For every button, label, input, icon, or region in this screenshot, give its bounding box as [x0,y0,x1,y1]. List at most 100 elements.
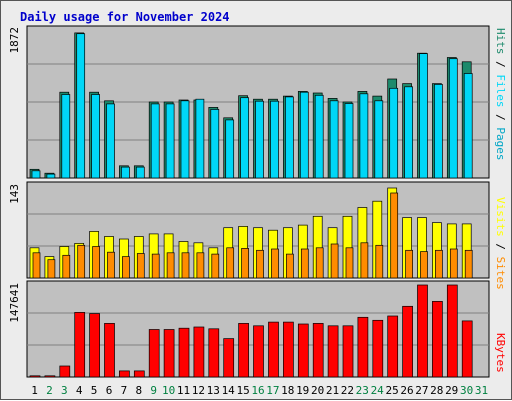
sites-bar [315,247,324,279]
kbytes-bar [133,370,145,378]
files-bar [91,94,100,179]
kbytes-bar [89,313,100,378]
files-bar [195,98,205,179]
day-label: 27 [415,384,428,397]
day-label: 3 [61,384,68,397]
files-bar [314,94,324,179]
legend-files: Files [494,74,507,107]
sites-bar [122,256,130,279]
legend-separator: / [494,237,507,257]
day-label: 13 [207,384,220,397]
kbytes-bar [119,370,130,378]
kbytes-panel [26,280,490,378]
files-bar [135,166,145,179]
kbytes-bar [372,319,384,378]
day-label: 4 [76,384,83,397]
files-bar [434,84,443,179]
bottom-series-legend: KBytes [494,333,507,373]
sites-bar [241,248,249,279]
legend-separator: / [494,55,507,75]
kbytes-bar [357,316,369,378]
kbytes-bar [74,312,86,378]
sites-bar [360,242,369,279]
day-label: 20 [311,384,324,397]
day-label: 11 [177,384,190,397]
sites-bar [181,252,190,279]
files-bar [46,173,56,179]
sites-visits-panel [26,181,490,279]
kbytes-bar [283,321,294,378]
legend-separator: / [494,108,507,128]
kbytes-bar [297,323,309,378]
files-bar [463,73,473,179]
sites-bar [62,254,71,279]
sites-bar [211,253,220,279]
sites-bar [47,259,56,279]
files-bar [31,170,41,179]
kbytes-bar [193,326,205,378]
sites-bar [166,252,175,279]
day-label: 9 [150,384,157,397]
day-label: 14 [222,384,236,397]
day-label: 22 [341,384,354,397]
sites-bar [330,243,339,279]
files-bar [150,103,160,179]
kbytes-bar [148,329,160,378]
sites-bar [256,249,264,279]
files-bar [404,86,413,179]
files-bar [374,100,384,179]
day-label: 18 [281,384,294,397]
kbytes-bar [163,329,175,378]
day-label: 16 [251,384,264,397]
kbytes-bar [387,315,399,378]
sites-bar [390,192,399,279]
sites-bar [435,249,443,279]
files-bar [419,53,428,179]
kbytes-bar [59,365,71,378]
sites-bar [464,249,473,279]
day-label: 1 [31,384,38,397]
day-label: 8 [135,384,142,397]
day-label: 15 [236,384,249,397]
kbytes-bar [208,328,220,378]
sites-bar [405,249,413,279]
kbytes-bar [178,327,190,378]
sites-bar [286,253,294,279]
sites-bar [300,248,309,279]
legend-hits: Hits [494,28,507,55]
sites-bar [345,247,354,279]
files-bar [165,103,175,179]
sites-bar [107,251,115,279]
hits-files-pages-panel [26,25,490,179]
series-legend-text: Hits / Files / Pages [494,28,507,161]
sites-bar [226,247,235,279]
files-bar [270,100,279,179]
day-label: 7 [121,384,128,397]
files-bar [448,58,458,179]
kbytes-bar [268,321,279,378]
files-bar [106,103,115,179]
kbytes-bar [253,325,264,378]
kbytes-bar [417,284,428,378]
sites-bar [449,248,458,279]
files-bar [255,100,264,179]
files-bar [299,91,309,179]
day-label: 5 [91,384,98,397]
sites-bar [420,251,428,279]
kbytes-bar [29,375,41,378]
day-label: 29 [445,384,458,397]
legend-kbytes: KBytes [494,333,507,373]
sites-bar [32,252,41,279]
day-label: 23 [356,384,369,397]
files-bar [121,166,130,179]
sites-bar [77,244,86,279]
kbytes-bar [327,325,339,378]
kbytes-bar [223,338,235,378]
legend-pages: Pages [494,127,507,160]
sites-bar [196,252,205,279]
bottom-ymax-label: 147641 [8,283,21,323]
day-label: 6 [106,384,113,397]
middle-ymax-label: 143 [8,184,21,204]
files-bar [329,100,339,179]
